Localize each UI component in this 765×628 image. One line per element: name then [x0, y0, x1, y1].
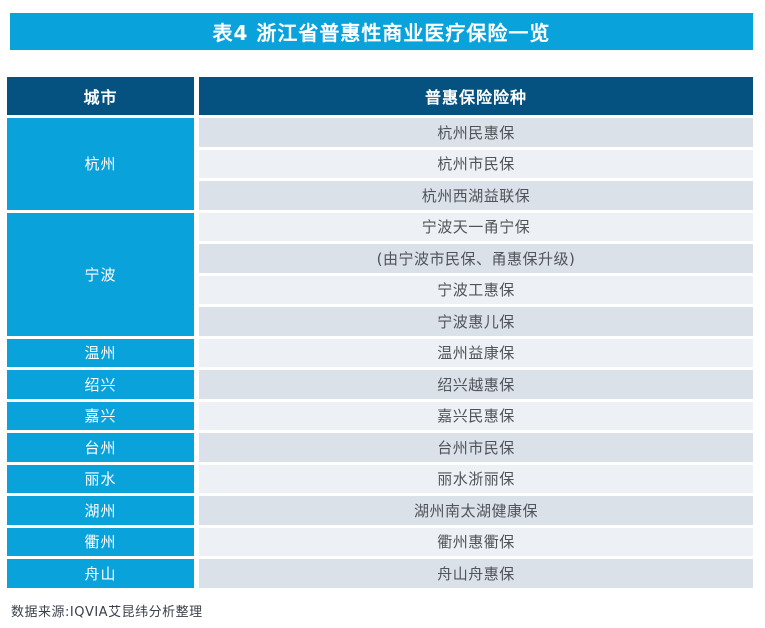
product-cell: 宁波工惠保 — [199, 275, 753, 304]
city-cell: 杭州 — [7, 118, 194, 210]
product-cell: 绍兴越惠保 — [199, 370, 753, 399]
product-cell: 杭州西湖益联保 — [199, 181, 753, 210]
product-cell: 舟山舟惠保 — [199, 559, 753, 588]
product-cell: 杭州民惠保 — [199, 118, 753, 147]
product-cell: 宁波天一甬宁保 — [199, 212, 753, 241]
city-cell: 台州 — [7, 433, 194, 462]
city-cell: 湖州 — [7, 496, 194, 525]
product-cell: 衢州惠衢保 — [199, 527, 753, 556]
product-cell: (由宁波市民保、甬惠保升级) — [199, 244, 753, 273]
data-source-note: 数据来源:IQVIA艾昆纬分析整理 — [11, 605, 203, 620]
column-header-city: 城市 — [7, 77, 194, 115]
product-cell: 杭州市民保 — [199, 149, 753, 178]
product-cell: 嘉兴民惠保 — [199, 401, 753, 430]
city-cell: 温州 — [7, 338, 194, 367]
table-title-bar: 表4 浙江省普惠性商业医疗保险一览 — [10, 13, 753, 50]
table-title: 表4 浙江省普惠性商业医疗保险一览 — [212, 21, 551, 45]
city-cell: 舟山 — [7, 559, 194, 588]
city-cell: 丽水 — [7, 464, 194, 493]
product-cell: 台州市民保 — [199, 433, 753, 462]
city-cell: 嘉兴 — [7, 401, 194, 430]
product-cell: 丽水浙丽保 — [199, 464, 753, 493]
product-cell: 温州益康保 — [199, 338, 753, 367]
column-header-insurance-type: 普惠保险险种 — [199, 77, 753, 115]
city-cell: 衢州 — [7, 527, 194, 556]
city-cell: 宁波 — [7, 212, 194, 336]
insurance-table: 城市 普惠保险险种 杭州 杭州民惠保 杭州市民保杭州西湖益联保 宁波 宁波天一甬宁保 (由… — [7, 77, 753, 588]
product-cell: 湖州南太湖健康保 — [199, 496, 753, 525]
city-cell: 绍兴 — [7, 370, 194, 399]
product-cell: 宁波惠儿保 — [199, 307, 753, 336]
